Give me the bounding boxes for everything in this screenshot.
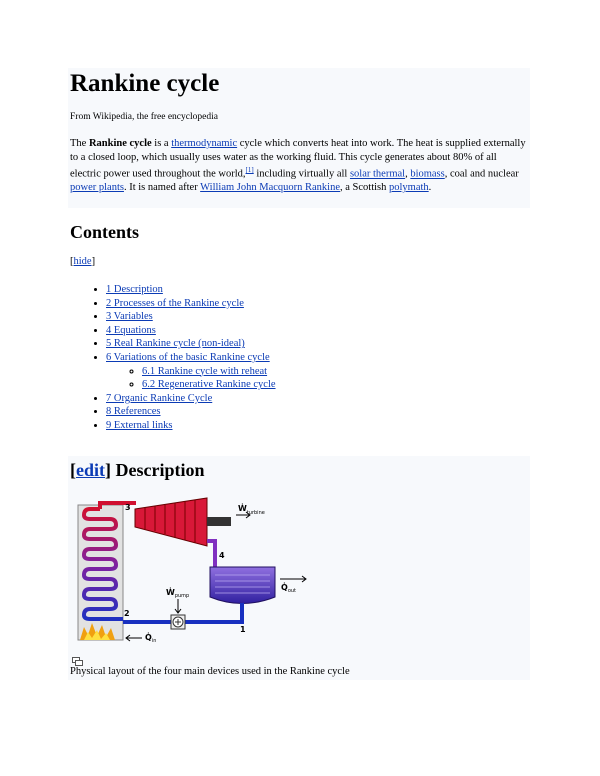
- water-pipe: [123, 603, 244, 624]
- toc-link[interactable]: 5 Real Rankine cycle (non-ideal): [106, 338, 245, 350]
- subscript: in: [152, 638, 157, 644]
- toc-link[interactable]: 1 Description: [106, 284, 163, 295]
- exhaust-pipe: [207, 539, 217, 568]
- contents-heading: Contents: [70, 222, 140, 242]
- text: ,: [405, 168, 411, 180]
- enlarge-icon[interactable]: [72, 657, 84, 666]
- toc-link[interactable]: 9 External links: [106, 419, 173, 431]
- point-label: 4: [219, 551, 225, 560]
- toc-link[interactable]: 3 Variables: [106, 311, 153, 323]
- link[interactable]: biomass: [410, 168, 445, 180]
- link[interactable]: power plants: [70, 182, 124, 194]
- subscript: turbine: [247, 510, 265, 516]
- edit-link[interactable]: edit: [76, 460, 105, 480]
- boiler-coil: [81, 507, 123, 621]
- toc-item: 6.2 Regenerative Rankine cycle: [142, 378, 276, 392]
- text: .: [428, 182, 432, 194]
- link[interactable]: thermodynamic: [171, 138, 238, 149]
- link[interactable]: William John Macquorn Rankine: [200, 182, 340, 194]
- pump-mark: [175, 619, 181, 625]
- toc-item: 1 Description: [106, 283, 276, 297]
- subtitle: From Wikipedia, the free encyclopedia: [70, 112, 218, 122]
- toc-item: 7 Organic Rankine Cycle: [106, 392, 276, 406]
- point-label: 3: [125, 503, 131, 512]
- arrow: [236, 511, 251, 519]
- toc-link[interactable]: 4 Equations: [106, 324, 156, 336]
- turbine-blades: [144, 500, 196, 543]
- symbol: Q̇: [281, 582, 288, 592]
- toc-item: 5 Real Rankine cycle (non-ideal): [106, 337, 276, 351]
- rankine-diagram: Ẇturbine Q̇out Ẇpump Q̇in 3 4 2 1: [77, 497, 307, 644]
- arrow: [125, 634, 142, 642]
- condenser-lines: [215, 574, 270, 594]
- text: cycle which converts heat into work. The…: [70, 138, 526, 180]
- toc-item: 6 Variations of the basic Rankine cycle: [106, 351, 276, 365]
- arrow: [174, 599, 182, 614]
- text: is a: [151, 138, 172, 149]
- q-in-label: Q̇in: [145, 632, 156, 644]
- link[interactable]: polymath: [389, 182, 429, 194]
- turbine: [134, 497, 208, 547]
- toc-link[interactable]: 6 Variations of the basic Rankine cycle: [106, 351, 270, 363]
- toc-item: 6.1 Rankine cycle with reheat: [142, 365, 276, 379]
- toc-link[interactable]: 6.2 Regenerative Rankine cycle: [142, 379, 276, 391]
- text: , a Scottish: [340, 182, 389, 194]
- q-out-label: Q̇out: [281, 582, 296, 594]
- page-title: Rankine cycle: [70, 70, 220, 97]
- toc-item: 9 External links: [106, 419, 276, 433]
- toc-link[interactable]: 2 Processes of the Rankine cycle: [106, 297, 244, 309]
- citation[interactable]: [1]: [245, 166, 254, 175]
- steam-pipe: [98, 501, 136, 509]
- bold-text: Rankine cycle: [88, 138, 152, 149]
- toc-item: 8 References: [106, 405, 276, 419]
- condenser: [209, 566, 276, 604]
- point-label: 2: [124, 609, 130, 618]
- link[interactable]: solar thermal: [349, 168, 406, 180]
- bracket: [: [70, 256, 74, 267]
- toc-list: 1 Description 2 Processes of the Rankine …: [88, 283, 276, 433]
- toc-toggle: [hide]: [70, 256, 95, 267]
- section-heading: [edit] Description: [70, 460, 205, 481]
- text: including virtually all: [253, 168, 350, 180]
- point-label: 1: [240, 625, 246, 634]
- text: . It is named after: [123, 182, 201, 194]
- text: The: [70, 138, 89, 149]
- symbol: Q̇: [145, 632, 152, 642]
- toc-link[interactable]: 8 References: [106, 406, 161, 418]
- text: , coal and nuclear: [444, 168, 519, 180]
- toc-item: 4 Equations: [106, 324, 276, 338]
- intro-paragraph: The Rankine cycle is a thermodynamic cyc…: [70, 137, 530, 195]
- caption: Physical layout of the four main devices…: [70, 666, 350, 677]
- arrow: [280, 575, 307, 583]
- toc-link[interactable]: 6.1 Rankine cycle with reheat: [142, 365, 268, 377]
- hide-link[interactable]: hide: [73, 256, 92, 267]
- w-turbine-label: Ẇturbine: [238, 503, 265, 516]
- subscript: out: [288, 588, 296, 594]
- bracket: [: [70, 460, 76, 480]
- section-panel: [68, 456, 530, 680]
- symbol: Ẇ: [238, 503, 247, 513]
- w-pump-label: Ẇpump: [166, 587, 189, 599]
- section-title-part: ]: [105, 460, 111, 480]
- section-title: Description: [111, 460, 205, 480]
- subscript: pump: [175, 593, 189, 599]
- shaft: [207, 517, 231, 526]
- toc-link[interactable]: 7 Organic Rankine Cycle: [106, 392, 213, 404]
- flames: [80, 623, 115, 640]
- toc-item: 2 Processes of the Rankine cycle: [106, 297, 276, 311]
- bracket: ]: [91, 256, 96, 267]
- content-panel: [68, 68, 530, 208]
- toc-item: 3 Variables: [106, 310, 276, 324]
- symbol: Ẇ: [166, 587, 175, 597]
